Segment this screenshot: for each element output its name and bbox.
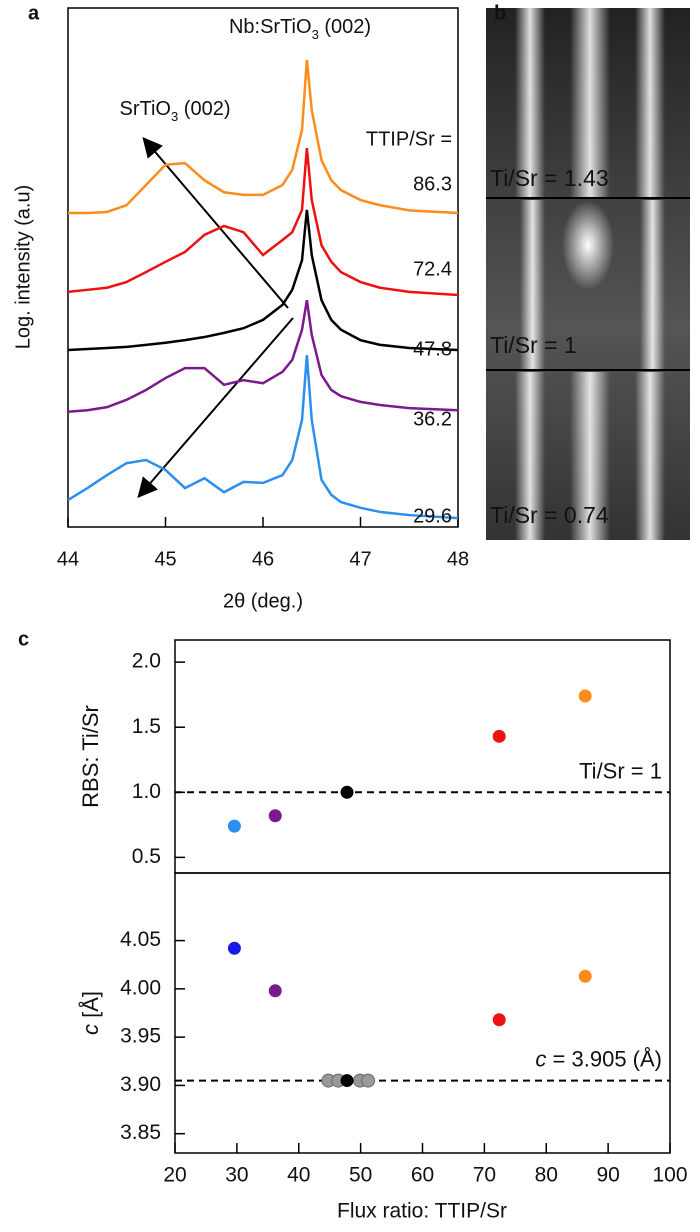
annotation-part: SrTiO <box>120 98 171 120</box>
y-label-text: [Å] <box>78 991 103 1024</box>
y-axis-label: RBS: Ti/Sr <box>78 705 103 808</box>
y-tick-label: 4.05 <box>120 928 161 951</box>
y-tick-label: 3.85 <box>120 1121 161 1144</box>
intensity-curve <box>67 355 459 520</box>
y-axis-label: c [Å] <box>78 991 103 1035</box>
data-point <box>492 1013 506 1027</box>
y-tick-label: 1.5 <box>132 715 161 738</box>
reference-label: c = 3.905 (Å) <box>535 1046 662 1071</box>
panel-label: c <box>18 628 29 650</box>
intensity-curve <box>67 148 459 297</box>
panel-label: a <box>28 2 40 24</box>
x-tick-label: 60 <box>411 1164 434 1187</box>
x-axis-label: 2θ (deg.) <box>223 590 303 612</box>
reference-label: Ti/Sr = 1 <box>579 758 662 783</box>
x-tick-label: 100 <box>652 1164 687 1187</box>
reference-text: Ti/Sr = 1 <box>579 758 662 783</box>
y-tick-label: 1.0 <box>132 780 161 803</box>
x-tick-label: 90 <box>596 1164 619 1187</box>
plot-frame <box>67 7 459 528</box>
annotation-part: (002) <box>178 98 230 120</box>
series-label: 47.8 <box>413 338 452 360</box>
data-point <box>578 969 592 983</box>
x-tick-label: 40 <box>287 1164 310 1187</box>
arrow-down <box>137 317 294 499</box>
data-point <box>227 819 241 833</box>
y-tick-label: 0.5 <box>132 845 161 868</box>
image-caption: Ti/Sr = 1 <box>490 332 577 358</box>
y-label-italic: c <box>78 1024 103 1035</box>
x-tick-label: 80 <box>535 1164 558 1187</box>
data-point <box>578 689 592 703</box>
data-point <box>361 1073 376 1088</box>
reference-italic: c <box>535 1046 546 1071</box>
series-label: 29.6 <box>413 505 452 527</box>
annotation-part: 3 <box>171 109 178 124</box>
x-tick-label: 45 <box>154 548 176 570</box>
x-tick-label: 50 <box>349 1164 372 1187</box>
y-axis-label: Log. intensity (a.u) <box>12 185 34 350</box>
intensity-curve <box>68 59 459 215</box>
x-axis-label: Flux ratio: TTIP/Sr <box>337 1200 507 1223</box>
data-point <box>340 1074 354 1088</box>
plot-frame <box>174 639 671 874</box>
y-tick-label: 3.90 <box>120 1073 161 1096</box>
reference-text: = 3.905 (Å) <box>546 1046 662 1071</box>
image-caption: Ti/Sr = 1.43 <box>490 165 609 191</box>
annotation-part: (002) <box>319 16 371 38</box>
image-caption: Ti/Sr = 0.74 <box>490 502 609 528</box>
intensity-curve <box>67 209 459 352</box>
annotation-part: Nb:SrTiO <box>229 16 312 38</box>
x-tick-label: 20 <box>163 1164 186 1187</box>
panel-label: b <box>494 2 506 24</box>
data-point <box>268 984 282 998</box>
series-label: 36.2 <box>413 408 452 430</box>
x-tick-label: 46 <box>252 548 274 570</box>
annotation: SrTiO3 (002) <box>120 98 231 124</box>
y-tick-label: 2.0 <box>132 650 161 673</box>
intensity-curve <box>67 299 459 414</box>
y-tick-label: 4.00 <box>120 976 161 999</box>
data-point <box>268 809 282 823</box>
data-point <box>340 785 354 799</box>
annotation: Nb:SrTiO3 (002) <box>229 16 371 42</box>
rheed-streaks <box>515 8 665 540</box>
rheed-spot <box>562 200 614 290</box>
legend-title: TTIP/Sr = <box>366 128 452 150</box>
arrow-up <box>142 136 289 309</box>
y-tick-label: 3.95 <box>120 1025 161 1048</box>
x-tick-label: 70 <box>473 1164 496 1187</box>
x-tick-label: 30 <box>225 1164 248 1187</box>
rheed-images <box>486 8 690 540</box>
data-point <box>227 941 241 955</box>
data-point <box>492 729 506 743</box>
x-tick-label: 47 <box>349 548 371 570</box>
annotation-part: 3 <box>312 27 319 42</box>
plot-frame <box>174 872 671 1154</box>
x-tick-label: 44 <box>57 548 79 570</box>
series-label: 86.3 <box>413 173 452 195</box>
series-label: 72.4 <box>413 258 452 280</box>
x-tick-label: 48 <box>447 548 469 570</box>
